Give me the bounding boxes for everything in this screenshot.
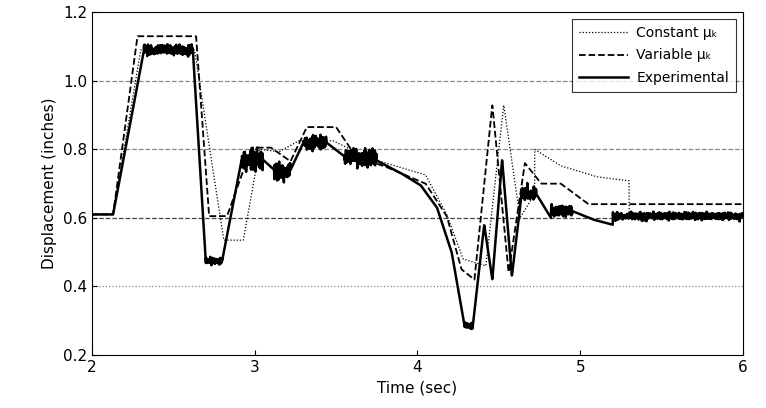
Line: Constant μₖ: Constant μₖ bbox=[92, 50, 743, 266]
Constant μₖ bbox=[738, 212, 748, 217]
Experimental bbox=[163, 42, 172, 47]
Variable μₖ bbox=[719, 202, 728, 206]
Variable μₖ bbox=[133, 34, 142, 39]
Line: Experimental: Experimental bbox=[92, 44, 743, 329]
X-axis label: Time (sec): Time (sec) bbox=[378, 380, 457, 395]
Variable μₖ bbox=[738, 202, 748, 206]
Experimental bbox=[366, 163, 375, 168]
Constant μₖ bbox=[366, 156, 375, 161]
Constant μₖ bbox=[686, 213, 696, 218]
Constant μₖ bbox=[719, 214, 728, 219]
Constant μₖ bbox=[481, 264, 490, 268]
Variable μₖ bbox=[470, 277, 479, 282]
Experimental bbox=[719, 213, 728, 218]
Experimental bbox=[738, 213, 748, 217]
Experimental bbox=[466, 326, 476, 331]
Legend: Constant μₖ, Variable μₖ, Experimental: Constant μₖ, Variable μₖ, Experimental bbox=[572, 19, 736, 92]
Experimental bbox=[397, 171, 406, 176]
Variable μₖ bbox=[366, 159, 375, 164]
Constant μₖ bbox=[397, 165, 406, 170]
Constant μₖ bbox=[87, 212, 97, 217]
Variable μₖ bbox=[397, 171, 406, 176]
Variable μₖ bbox=[561, 184, 570, 189]
Line: Variable μₖ: Variable μₖ bbox=[92, 36, 743, 279]
Variable μₖ bbox=[361, 157, 370, 162]
Y-axis label: Displacement (inches): Displacement (inches) bbox=[42, 98, 57, 269]
Experimental bbox=[87, 212, 97, 217]
Constant μₖ bbox=[136, 47, 146, 52]
Variable μₖ bbox=[686, 202, 696, 206]
Experimental bbox=[686, 213, 696, 217]
Constant μₖ bbox=[561, 165, 570, 170]
Experimental bbox=[561, 210, 570, 215]
Variable μₖ bbox=[87, 212, 97, 217]
Experimental bbox=[361, 159, 370, 164]
Constant μₖ bbox=[361, 154, 370, 159]
